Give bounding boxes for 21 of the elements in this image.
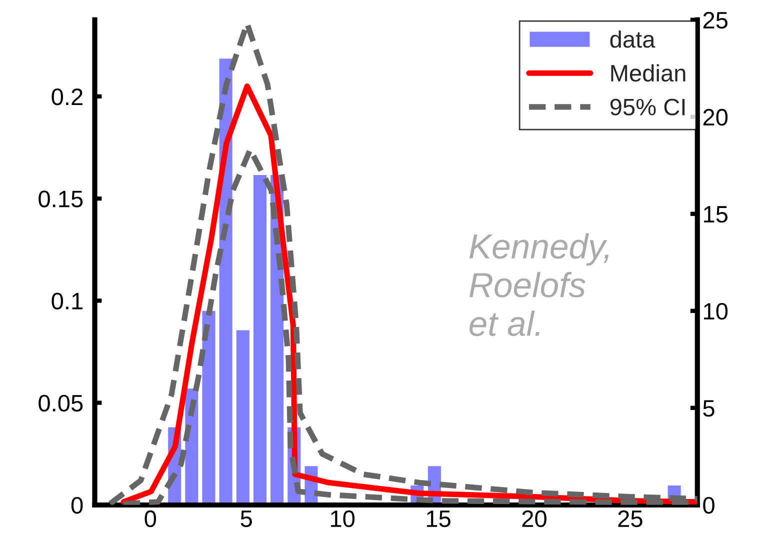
x-tick-label: 15 [426, 510, 450, 528]
y-tick-label: 0 [71, 496, 83, 514]
x-tick-label: 0 [144, 510, 156, 528]
y-tick-label: 0.15 [38, 190, 83, 208]
y2-tick-label: 25 [703, 12, 728, 29]
y-tick-label: 0.05 [38, 394, 83, 412]
y2-tick-label: 10 [704, 302, 728, 320]
y-tick-label: 0.1 [52, 292, 82, 310]
annotation: Kennedy, Roelofs et al. [469, 233, 608, 336]
x-tick-label: 20 [522, 510, 546, 528]
y2-tick-label: 20 [703, 108, 728, 126]
legend-label: data [610, 30, 656, 48]
y2-tick-label: 15 [704, 206, 728, 223]
x-tick-label: 25 [618, 510, 642, 528]
y2-tick-label: 5 [703, 400, 714, 417]
legend-label: 95% CI [610, 98, 685, 116]
y-tick-label: 0.2 [52, 88, 82, 106]
x-tick-label: 5 [240, 510, 252, 528]
x-tick-label: 10 [330, 510, 355, 528]
legend-label: Median [611, 64, 686, 82]
y2-tick-label: 0 [703, 496, 714, 514]
